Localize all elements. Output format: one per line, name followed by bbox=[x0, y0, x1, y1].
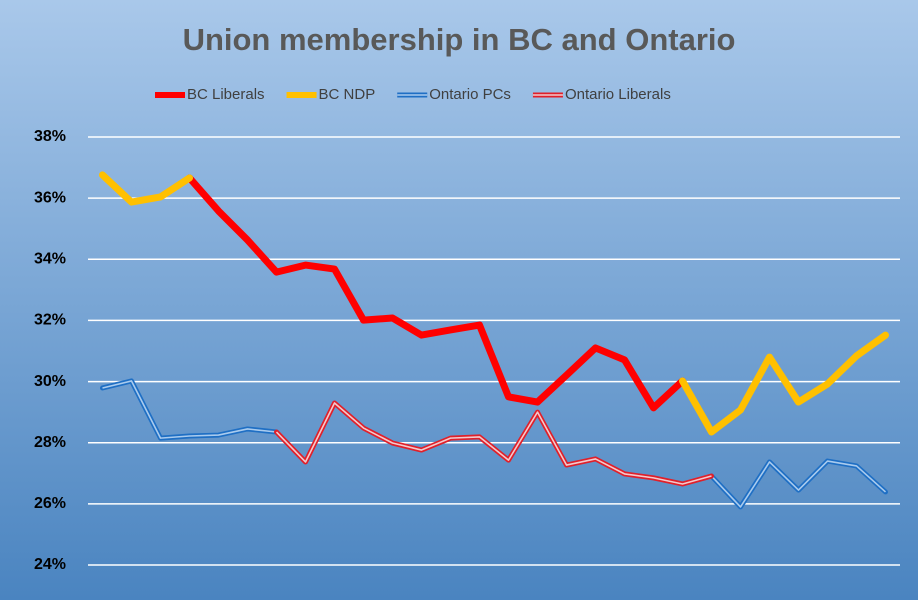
chart-title: Union membership in BC and Ontario bbox=[183, 22, 736, 57]
legend-label: BC NDP bbox=[319, 86, 376, 103]
y-tick-label: 36% bbox=[34, 189, 66, 206]
y-tick-label: 26% bbox=[34, 495, 66, 512]
legend-label: Ontario Liberals bbox=[565, 86, 671, 103]
legend-label: Ontario PCs bbox=[429, 86, 511, 103]
y-tick-label: 38% bbox=[34, 128, 66, 145]
y-tick-label: 34% bbox=[34, 251, 66, 268]
y-tick-label: 24% bbox=[34, 556, 66, 573]
legend-label: BC Liberals bbox=[187, 86, 265, 103]
series-line bbox=[186, 174, 686, 412]
series-line bbox=[99, 171, 889, 436]
y-tick-label: 28% bbox=[34, 434, 66, 451]
series-line-inner bbox=[102, 380, 887, 508]
y-tick-label: 30% bbox=[34, 373, 66, 390]
y-tick-label: 32% bbox=[34, 312, 66, 329]
series-line-inner bbox=[275, 402, 712, 485]
